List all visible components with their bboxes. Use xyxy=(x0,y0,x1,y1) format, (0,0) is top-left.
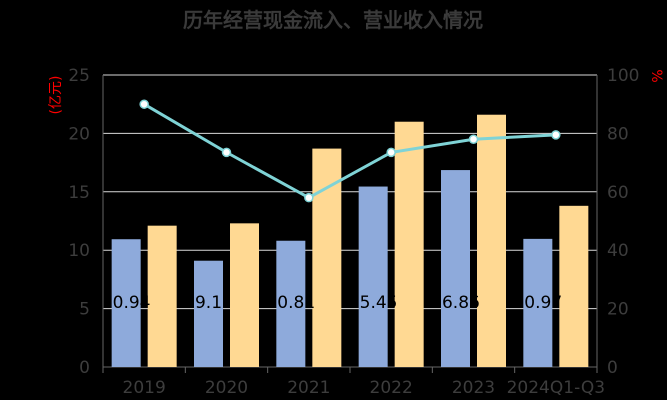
left-axis-unit: (亿元) xyxy=(48,76,64,115)
chart-title: 历年经营现金流入、营业收入情况 xyxy=(183,8,483,32)
line-point xyxy=(551,130,561,140)
bar-data-label: 9.1 xyxy=(195,293,222,313)
bar xyxy=(523,238,553,367)
line-point xyxy=(139,99,149,109)
bar xyxy=(312,148,342,367)
y-tick-label: 0 xyxy=(79,358,90,378)
line-point xyxy=(304,192,314,203)
bar-data-label: 10.94 xyxy=(102,293,151,313)
y2-tick-label: 80 xyxy=(607,124,629,144)
line-point xyxy=(468,134,479,144)
bar xyxy=(559,205,589,367)
bar-data-label: 10.81 xyxy=(266,293,315,313)
bar xyxy=(230,223,259,367)
y2-tick-label: 100 xyxy=(607,66,639,86)
y2-tick-label: 20 xyxy=(607,300,629,320)
y2-tick-label: 0 xyxy=(607,358,618,378)
bar-data-label: 10.97 xyxy=(513,293,562,313)
x-tick-label: 2022 xyxy=(370,378,413,398)
x-tick-label: 2020 xyxy=(205,378,248,398)
y-tick-label: 20 xyxy=(68,124,90,144)
right-axis-unit: % xyxy=(648,69,664,82)
x-tick-label: 2021 xyxy=(287,378,330,398)
bar xyxy=(477,114,506,367)
y-tick-label: 10 xyxy=(68,241,90,261)
y-tick-label: 15 xyxy=(68,183,90,203)
line-point xyxy=(221,147,232,158)
bar xyxy=(358,186,388,367)
bar xyxy=(276,240,306,367)
x-tick-label: 2023 xyxy=(452,378,495,398)
series-line xyxy=(143,102,556,200)
line-point xyxy=(386,147,396,158)
bar-data-label: 15.45 xyxy=(349,293,398,313)
bar xyxy=(147,225,177,367)
bar xyxy=(111,239,141,367)
y2-tick-label: 40 xyxy=(607,241,629,261)
y-tick-label: 5 xyxy=(79,300,90,320)
y2-tick-label: 60 xyxy=(607,183,629,203)
bar xyxy=(194,260,223,367)
x-tick-label: 2019 xyxy=(123,378,166,398)
bar xyxy=(441,170,470,367)
y-tick-label: 25 xyxy=(68,66,90,86)
bar xyxy=(394,121,424,367)
x-tick-label: 2024Q1-Q3 xyxy=(507,378,605,398)
bar-data-label: 16.86 xyxy=(431,293,480,313)
